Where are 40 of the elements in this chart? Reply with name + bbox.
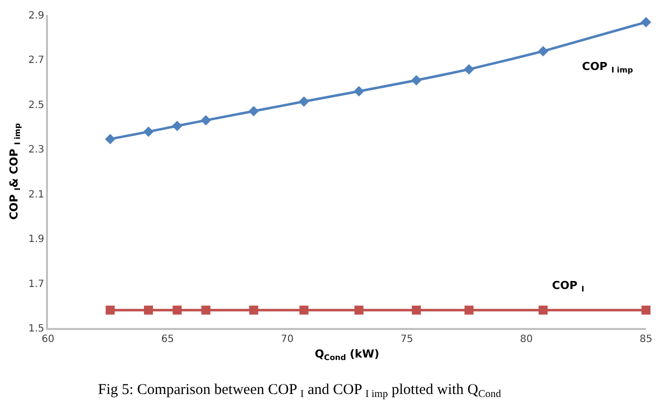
point [248, 106, 259, 116]
series-label: COP $_{I imp}$ [582, 60, 634, 74]
x-tick-label: 80 [520, 334, 533, 345]
series-label: COP $_{I}$ [552, 279, 584, 294]
point [412, 306, 421, 315]
point [172, 306, 182, 315]
point [249, 306, 258, 315]
point [640, 16, 652, 28]
point [354, 306, 364, 315]
y-tick-label: 1.9 [28, 234, 44, 246]
x-axis-title: Q$_{Cond}$ (kW) [314, 347, 380, 362]
point [538, 306, 548, 315]
y-tick-label: 2.5 [28, 100, 44, 111]
y-tick-label: 1.5 [28, 324, 44, 334]
x-tick-label: 70 [280, 334, 294, 345]
x-tick-label: 75 [400, 334, 414, 345]
point [464, 64, 474, 75]
y-tick-label: 1.7 [28, 278, 44, 290]
caption: Fig 5: Comparison between COP $_{I}$ and COP $_{I imp}$ plotted with Q$_{Cond}$ [98, 382, 502, 400]
x-tick-label: 65 [161, 334, 174, 345]
point [201, 306, 210, 315]
y-tick-label: 2.3 [28, 144, 44, 156]
point [144, 306, 153, 315]
y-tick-label: 2.7 [28, 55, 44, 66]
x-tick-label: 85 [640, 334, 652, 345]
point [143, 126, 154, 137]
point [106, 306, 115, 315]
point [172, 120, 182, 132]
point [104, 134, 116, 144]
point [642, 306, 650, 315]
point [538, 46, 548, 56]
x-tick-label: 60 [42, 334, 54, 345]
point [299, 306, 308, 315]
point [354, 86, 364, 96]
point [464, 306, 474, 315]
point [200, 115, 212, 126]
point [411, 75, 422, 86]
point [298, 96, 310, 107]
y-tick-label: 2.9 [28, 10, 44, 22]
y-tick-label: 2.1 [28, 189, 44, 200]
